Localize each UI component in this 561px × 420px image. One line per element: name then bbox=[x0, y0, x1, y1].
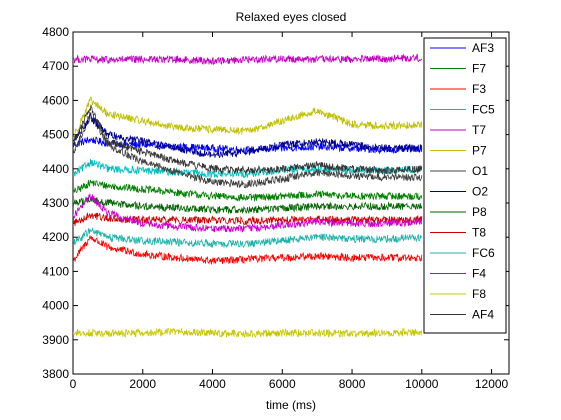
series-line-f7 bbox=[73, 179, 423, 203]
legend-entry: T8 bbox=[472, 226, 486, 240]
series-line-af4 bbox=[73, 104, 423, 175]
legend-entry: AF3 bbox=[472, 41, 494, 55]
legend-entry: F3 bbox=[472, 82, 486, 96]
legend-entry: O1 bbox=[472, 164, 488, 178]
legend-entry: FC6 bbox=[472, 246, 495, 260]
y-tick-label: 4300 bbox=[42, 196, 69, 210]
traces bbox=[73, 53, 423, 339]
legend-entry: P8 bbox=[472, 205, 487, 219]
x-tick-label: 0 bbox=[70, 377, 77, 391]
series-line-f3 bbox=[73, 235, 423, 265]
x-tick-label: 12000 bbox=[475, 377, 509, 391]
legend-entry: T7 bbox=[472, 123, 486, 137]
y-tick-label: 4200 bbox=[42, 230, 69, 244]
legend-entry: AF4 bbox=[472, 308, 494, 322]
chart-title: Relaxed eyes closed bbox=[236, 10, 347, 24]
x-tick-label: 4000 bbox=[199, 377, 226, 391]
legend-entry: F4 bbox=[472, 267, 486, 281]
x-axis-title: time (ms) bbox=[266, 398, 316, 412]
series-line-af3 bbox=[73, 136, 423, 155]
legend-entry: O2 bbox=[472, 185, 488, 199]
y-tick-label: 4600 bbox=[42, 93, 69, 107]
series-line-p7 bbox=[73, 96, 423, 141]
series-line-f8 bbox=[73, 327, 423, 339]
series-line-fc6 bbox=[73, 227, 423, 249]
legend: AF3 F7 F3 FC5 T7 P7 O1 O2 P8 T8 FC6 F4 F8 AF4 bbox=[423, 37, 507, 334]
y-tick-label: 4800 bbox=[42, 25, 69, 39]
series-line-p8 bbox=[73, 195, 423, 215]
y-tick-label: 3900 bbox=[42, 333, 69, 347]
x-tick-label: 2000 bbox=[129, 377, 156, 391]
series-line-t7 bbox=[73, 53, 423, 66]
y-tick-label: 4500 bbox=[42, 128, 69, 142]
legend-box bbox=[423, 37, 507, 334]
series-line-o2 bbox=[73, 113, 423, 159]
series-line-f4 bbox=[73, 193, 423, 233]
y-tick-label: 4000 bbox=[42, 299, 69, 313]
y-tick-label: 4400 bbox=[42, 162, 69, 176]
legend-entry: F8 bbox=[472, 287, 486, 301]
x-tick-label: 6000 bbox=[269, 377, 296, 391]
x-tick-label: 10000 bbox=[405, 377, 439, 391]
legend-entry: P7 bbox=[472, 144, 487, 158]
series-line-o1 bbox=[73, 111, 423, 189]
y-tick-label: 3800 bbox=[42, 367, 69, 381]
legend-entry: FC5 bbox=[472, 103, 495, 117]
series-line-fc5 bbox=[73, 159, 423, 179]
legend-entry: F7 bbox=[472, 62, 486, 76]
x-tick-label: 8000 bbox=[339, 377, 366, 391]
y-tick-label: 4700 bbox=[42, 59, 69, 73]
y-tick-label: 4100 bbox=[42, 264, 69, 278]
